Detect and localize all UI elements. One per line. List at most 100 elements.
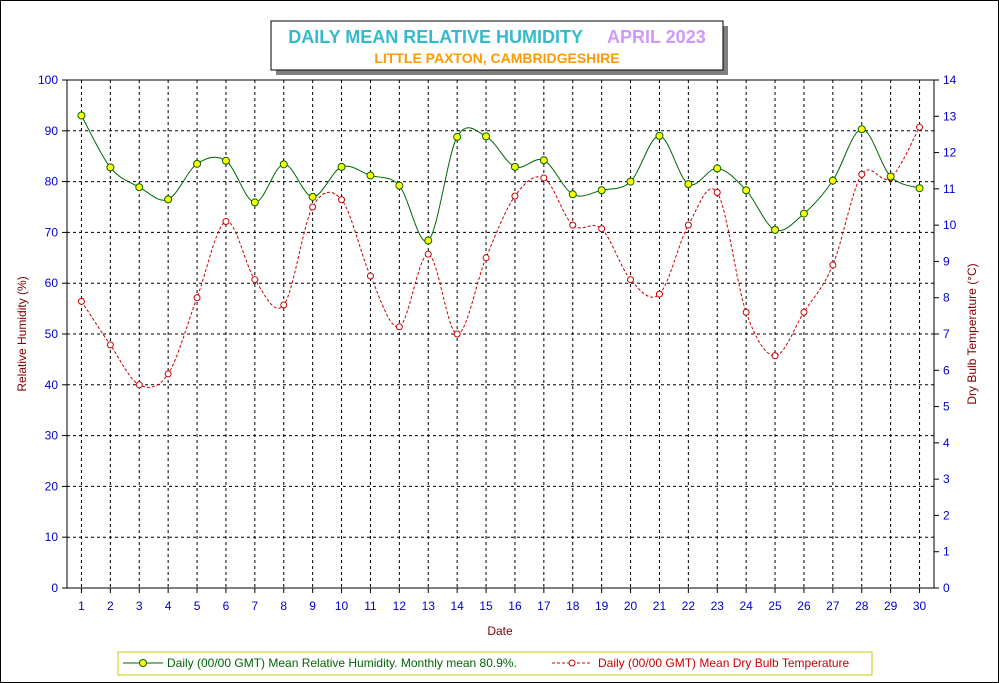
legend-item-humidity: Daily (00/00 GMT) Mean Relative Humidity… <box>123 656 517 670</box>
humidity-point <box>164 195 173 204</box>
y2-tick-label: 1 <box>943 545 950 559</box>
temperature-point <box>106 341 114 349</box>
y2-tick-label: 9 <box>943 254 950 268</box>
humidity-point <box>337 162 346 171</box>
x-tick-label: 16 <box>508 599 522 613</box>
x-tick-label: 22 <box>682 599 696 613</box>
y2-tick-label: 0 <box>943 581 950 595</box>
temperature-point <box>511 192 519 200</box>
x-tick-label: 10 <box>335 599 349 613</box>
temperature-point <box>135 381 143 389</box>
x-tick-label: 4 <box>165 599 172 613</box>
humidity-point <box>308 192 317 201</box>
temperature-point <box>540 174 548 182</box>
x-tick-label: 14 <box>450 599 464 613</box>
x-tick-label: 20 <box>624 599 638 613</box>
humidity-point <box>626 177 635 186</box>
temperature-point <box>916 123 924 131</box>
humidity-point <box>684 180 693 189</box>
y2-tick-label: 7 <box>943 327 950 341</box>
x-tick-label: 6 <box>223 599 230 613</box>
humidity-point <box>799 209 808 218</box>
temperature-point <box>713 188 721 196</box>
legend-temperature-label: Daily (00/00 GMT) Mean Dry Bulb Temperat… <box>598 656 850 670</box>
humidity-point <box>510 162 519 171</box>
y2-tick-label: 14 <box>943 73 957 87</box>
temperature-point <box>222 218 230 226</box>
y2-tick-label: 10 <box>943 218 957 232</box>
x-tick-label: 30 <box>913 599 927 613</box>
x-tick-label: 3 <box>136 599 143 613</box>
humidity-point <box>395 181 404 190</box>
x-tick-label: 19 <box>595 599 609 613</box>
x-tick-label: 15 <box>479 599 493 613</box>
humidity-point <box>742 186 751 195</box>
humidity-point <box>915 184 924 193</box>
x-tick-label: 2 <box>107 599 114 613</box>
x-tick-label: 23 <box>711 599 725 613</box>
y-tick-label: 50 <box>45 327 59 341</box>
humidity-point <box>539 156 548 165</box>
temperature-point <box>77 297 85 305</box>
humidity-point <box>366 171 375 180</box>
humidity-point <box>279 160 288 169</box>
x-tick-label: 1 <box>78 599 85 613</box>
y2-tick-label: 6 <box>943 363 950 377</box>
legend-humidity-marker <box>139 659 147 667</box>
legend-humidity-label: Daily (00/00 GMT) Mean Relative Humidity… <box>167 656 517 670</box>
temperature-point <box>771 352 779 360</box>
y2-tick-label: 5 <box>943 400 950 414</box>
temperature-point <box>655 290 663 298</box>
humidity-point <box>453 132 462 141</box>
y2-axis-title: Dry Bulb Temperature (°C) <box>965 263 979 404</box>
series <box>77 111 924 389</box>
humidity-point <box>135 183 144 192</box>
temperature-point <box>800 308 808 316</box>
temperature-point <box>742 308 750 316</box>
humidity-point <box>424 236 433 245</box>
x-tick-label: 7 <box>252 599 259 613</box>
temperature-point <box>453 330 461 338</box>
temperature-point <box>569 221 577 229</box>
humidity-point <box>655 131 664 140</box>
temperature-point <box>193 294 201 302</box>
temperature-point <box>338 196 346 204</box>
humidity-point <box>713 164 722 173</box>
humidity-point <box>828 176 837 185</box>
x-tick-label: 11 <box>364 599 377 613</box>
humidity-point <box>771 225 780 234</box>
temperature-point <box>858 170 866 178</box>
y-tick-label: 10 <box>45 530 59 544</box>
temperature-point <box>829 261 837 269</box>
y-tick-label: 30 <box>45 429 59 443</box>
legend-item-temperature: Daily (00/00 GMT) Mean Dry Bulb Temperat… <box>552 656 850 670</box>
y2-tick-label: 11 <box>943 182 956 196</box>
y2-tick-label: 2 <box>943 508 950 522</box>
y2-tick-label: 8 <box>943 291 950 305</box>
axes: 0102030405060708090100012345678910111213… <box>38 73 957 613</box>
humidity-point <box>106 163 115 172</box>
legend-temperature-marker <box>568 659 576 667</box>
humidity-point <box>77 111 86 120</box>
x-tick-label: 18 <box>566 599 580 613</box>
grid <box>67 80 934 588</box>
temperature-point <box>164 370 172 378</box>
humidity-point <box>250 198 259 207</box>
humidity-point <box>193 159 202 168</box>
x-tick-label: 9 <box>309 599 316 613</box>
x-tick-label: 5 <box>194 599 201 613</box>
y2-tick-label: 4 <box>943 436 950 450</box>
title-box <box>270 20 724 71</box>
temperature-point <box>424 250 432 258</box>
x-tick-label: 25 <box>768 599 782 613</box>
y2-tick-label: 3 <box>943 472 950 486</box>
chart-subtitle: LITTLE PAXTON, CAMBRIDGESHIRE <box>374 50 619 66</box>
chart-title: DAILY MEAN RELATIVE HUMIDITY <box>288 27 583 47</box>
x-tick-label: 12 <box>393 599 407 613</box>
x-axis-title: Date <box>487 624 513 638</box>
y-tick-label: 90 <box>45 124 59 138</box>
x-tick-label: 29 <box>884 599 898 613</box>
x-tick-label: 17 <box>537 599 551 613</box>
